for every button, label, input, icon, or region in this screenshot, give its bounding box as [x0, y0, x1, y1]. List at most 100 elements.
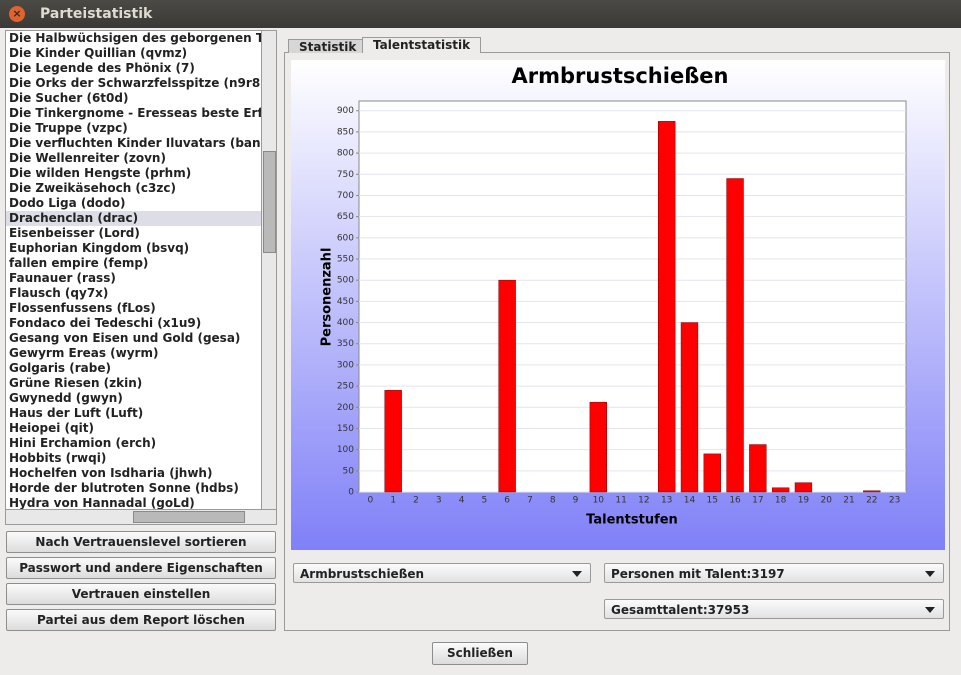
list-item[interactable]: Die Legende des Phönix (7): [9, 61, 195, 75]
total-dropdown[interactable]: Gesamttalent:37953: [604, 599, 944, 619]
dropdown-text: Personen mit Talent:3197: [611, 567, 785, 581]
list-item[interactable]: Heiopei (qit): [9, 421, 94, 435]
x-tick-label: 23: [889, 496, 900, 506]
list-item[interactable]: Flausch (qy7x): [9, 286, 109, 300]
password-button[interactable]: Passwort und andere Eigenschaften: [6, 557, 276, 579]
chart-title: Armbrustschießen: [511, 64, 728, 88]
x-tick-label: 12: [638, 496, 649, 506]
title-bar: [0, 0, 961, 28]
y-tick-label: 200: [337, 403, 354, 413]
x-tick-label: 18: [775, 496, 787, 506]
list-item[interactable]: Dodo Liga (dodo): [9, 196, 126, 210]
y-tick-label: 750: [337, 170, 354, 180]
list-item[interactable]: Gesang von Eisen und Gold (gesa): [9, 331, 241, 345]
chart: Armbrustschießen Talentstufen Personenza…: [291, 60, 945, 550]
list-item[interactable]: Golgaris (rabe): [9, 361, 111, 375]
x-tick-label: 1: [390, 496, 396, 506]
y-tick-label: 700: [337, 191, 354, 201]
bar: [726, 178, 744, 493]
y-tick-label: 550: [337, 255, 354, 265]
close-window[interactable]: ×: [9, 6, 25, 22]
y-tick-label: 350: [337, 339, 354, 349]
x-axis-label: Talentstufen: [586, 513, 678, 528]
y-tick-label: 500: [337, 276, 354, 286]
x-tick-label: 3: [436, 496, 442, 506]
x-tick-label: 14: [684, 496, 696, 506]
list-item[interactable]: Drachenclan (drac): [6, 211, 262, 226]
list-item[interactable]: Gewyrm Ereas (wyrm): [9, 346, 159, 360]
list-item[interactable]: Die Wellenreiter (zovn): [9, 151, 166, 165]
x-tick-label: 7: [527, 496, 533, 506]
list-item[interactable]: Die verfluchten Kinder Iluvatars (bane): [9, 136, 263, 150]
dropdown-text: Armbrustschießen: [300, 567, 425, 581]
plot-area: [358, 100, 907, 493]
y-tick-label: 450: [337, 297, 354, 307]
list-item[interactable]: Grüne Riesen (zkin): [9, 376, 143, 390]
delete-button[interactable]: Partei aus dem Report löschen: [6, 609, 276, 631]
y-tick-label: 650: [337, 212, 354, 222]
x-tick-label: 22: [866, 496, 877, 506]
list-item[interactable]: Die Truppe (vzpc): [9, 121, 128, 135]
bar: [658, 121, 676, 493]
y-tick-label: 600: [337, 233, 354, 243]
list-item[interactable]: Gwynedd (gwyn): [9, 391, 123, 405]
vertical-scrollbar[interactable]: [261, 30, 277, 511]
y-tick-label: 150: [337, 424, 354, 434]
list-item[interactable]: Hini Erchamion (erch): [9, 436, 157, 450]
list-item[interactable]: Euphorian Kingdom (bsvq): [9, 241, 190, 255]
tab[interactable]: Statistik: [288, 39, 368, 54]
y-tick-label: 400: [337, 318, 354, 328]
list-item[interactable]: fallen empire (femp): [9, 256, 149, 270]
x-tick-label: 17: [752, 496, 763, 506]
trust-button[interactable]: Vertrauen einstellen: [6, 583, 276, 605]
horizontal-scrollbar[interactable]: [5, 509, 277, 525]
y-tick-label: 250: [337, 382, 354, 392]
list-item[interactable]: Haus der Luft (Luft): [9, 406, 144, 420]
tab-active[interactable]: Talentstatistik: [362, 37, 482, 53]
close-button[interactable]: Schließen: [432, 642, 528, 665]
x-tick-label: 19: [798, 496, 810, 506]
y-tick-label: 850: [337, 127, 354, 137]
list-item[interactable]: Hobbits (rwqi): [9, 451, 107, 465]
x-tick-label: 2: [413, 496, 419, 506]
list-item[interactable]: Die Sucher (6t0d): [9, 91, 129, 105]
x-tick-label: 16: [729, 496, 741, 506]
talent-dropdown[interactable]: Armbrustschießen: [293, 563, 591, 583]
dropdown-text: Gesamttalent:37953: [611, 603, 750, 617]
list-item[interactable]: Faunauer (rass): [9, 271, 116, 285]
window-title: Parteistatistik: [40, 6, 153, 22]
list-item[interactable]: Hydra von Hannadal (goLd): [9, 496, 195, 510]
bar: [771, 487, 790, 493]
x-tick-label: 4: [459, 496, 465, 506]
scroll-thumb[interactable]: [133, 511, 245, 523]
x-tick-label: 13: [661, 496, 672, 506]
list-item[interactable]: Flossenfussens (fLos): [9, 301, 156, 315]
y-tick-label: 900: [337, 106, 354, 116]
list-item[interactable]: Die wilden Hengste (prhm): [9, 166, 192, 180]
y-tick-label: 300: [337, 360, 354, 370]
list-item[interactable]: Die Halbwüchsigen des geborgenen Ta: [9, 31, 263, 45]
x-tick-label: 0: [368, 496, 374, 506]
y-axis-label: Personenzahl: [320, 248, 335, 347]
sort-button[interactable]: Nach Vertrauenslevel sortieren: [6, 531, 276, 553]
bar: [703, 453, 721, 493]
x-tick-label: 9: [573, 496, 579, 506]
list-item[interactable]: Die Tinkergnome - Eresseas beste Erfin: [9, 106, 263, 120]
x-tick-label: 6: [504, 496, 510, 506]
y-tick-label: 0: [348, 488, 354, 498]
x-tick-label: 21: [843, 496, 854, 506]
bar: [794, 482, 813, 493]
list-item[interactable]: Die Kinder Quillian (qvmz): [9, 46, 188, 60]
list-item[interactable]: Eisenbeisser (Lord): [9, 226, 140, 240]
list-item[interactable]: Die Zweikäsehoch (c3zc): [9, 181, 176, 195]
list-item[interactable]: Hochelfen von Isdharia (jhwh): [9, 466, 213, 480]
persons-dropdown[interactable]: Personen mit Talent:3197: [604, 563, 944, 583]
scroll-thumb[interactable]: [263, 151, 276, 253]
list-item[interactable]: Die Orks der Schwarzfelsspitze (n9r8): [9, 76, 263, 90]
x-tick-label: 11: [615, 496, 626, 506]
y-tick-label: 50: [343, 466, 355, 476]
list-item[interactable]: Fondaco dei Tedeschi (x1u9): [9, 316, 202, 330]
list-item[interactable]: Horde der blutroten Sonne (hdbs): [9, 481, 239, 495]
party-list[interactable]: Die Halbwüchsigen des geborgenen Ta Die K…: [5, 30, 263, 511]
